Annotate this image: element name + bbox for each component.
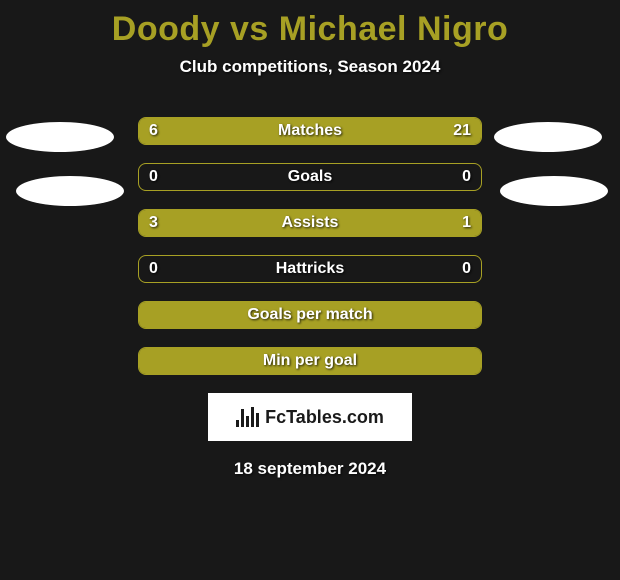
bar-left xyxy=(139,210,396,236)
title-player2: Michael Nigro xyxy=(279,10,508,48)
stat-value-left: 0 xyxy=(139,164,168,190)
side-ellipse xyxy=(6,122,114,152)
bar-left xyxy=(139,348,481,374)
bar-left xyxy=(139,118,214,144)
title-vs: vs xyxy=(230,10,269,48)
stat-row: Hattricks0 0 xyxy=(138,255,482,283)
stat-row: Assists31 xyxy=(138,209,482,237)
stat-row: Goals per match xyxy=(138,301,482,329)
bar-left xyxy=(139,302,481,328)
comparison-chart: Matches621Goals00Assists31Hattricks00Goa… xyxy=(0,117,620,375)
stat-row: Matches621 xyxy=(138,117,482,145)
side-ellipse xyxy=(500,176,608,206)
stat-value-left: 0 xyxy=(139,256,168,282)
fctables-logo: FcTables.com xyxy=(208,393,412,441)
stat-label: Hattricks xyxy=(139,256,481,282)
side-ellipse xyxy=(494,122,602,152)
stat-label: Goals xyxy=(139,164,481,190)
logo-bars-icon xyxy=(236,407,259,427)
side-ellipse xyxy=(16,176,124,206)
bar-right xyxy=(214,118,481,144)
stat-row: Min per goal xyxy=(138,347,482,375)
title-player1: Doody xyxy=(112,10,220,48)
stat-row: Goals0 0 xyxy=(138,163,482,191)
logo-text: FcTables.com xyxy=(265,407,384,428)
bar-right xyxy=(396,210,482,236)
stat-value-right: 0 xyxy=(452,164,481,190)
subtitle: Club competitions, Season 2024 xyxy=(0,57,620,77)
date-line: 18 september 2024 xyxy=(0,459,620,479)
page-title: Doody vs Michael Nigro xyxy=(0,0,620,49)
stat-value-right: 0 xyxy=(452,256,481,282)
